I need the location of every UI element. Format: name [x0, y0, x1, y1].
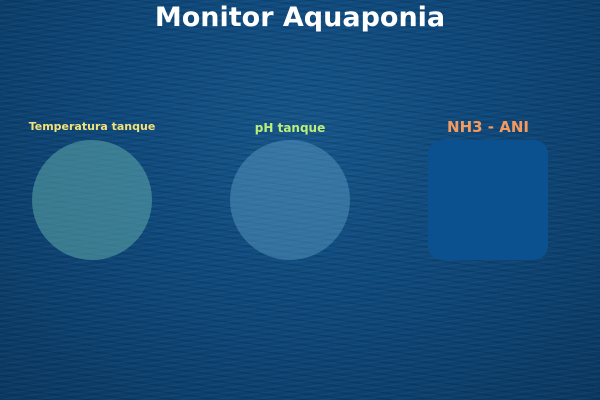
nh3-value-panel: [428, 140, 548, 260]
ph-widget-title: pH tanque: [254, 121, 326, 135]
page-title: Monitor Aquaponia: [154, 2, 446, 33]
temperature-gauge: [32, 140, 152, 260]
nh3-widget-title: NH3 - ANI: [447, 118, 529, 136]
temperature-widget-title: Temperatura tanque: [28, 120, 156, 133]
ph-gauge: [230, 140, 350, 260]
